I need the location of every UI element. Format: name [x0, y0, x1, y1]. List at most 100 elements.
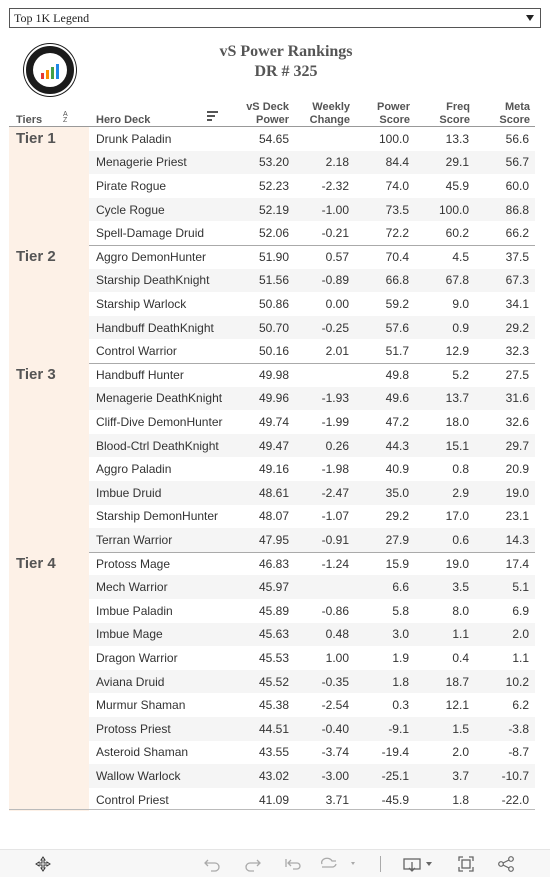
column-header-tiers[interactable]: Tiers	[16, 114, 43, 126]
cell-power-score: 35.0	[385, 485, 409, 500]
table-row[interactable]: Dragon Warrior 45.53 1.00 1.9 0.4 1.1	[89, 646, 535, 670]
table-row[interactable]: Aviana Druid 45.52 -0.35 1.8 18.7 10.2	[89, 669, 535, 694]
move-icon[interactable]	[34, 856, 52, 872]
cell-meta-score: 20.9	[505, 462, 529, 477]
table-row[interactable]: Imbue Paladin 45.89 -0.86 5.8 8.0 6.9	[89, 599, 535, 623]
cell-weekly-change: -1.93	[321, 391, 349, 406]
cell-meta-score: 34.1	[505, 296, 529, 311]
cell-meta-score: 32.3	[505, 344, 529, 359]
undo-icon[interactable]	[202, 856, 222, 872]
cell-freq-score: 18.0	[445, 414, 469, 429]
cell-meta-score: 2.0	[512, 627, 529, 642]
cell-freq-score: 8.0	[452, 603, 469, 618]
cell-freq-score: 0.4	[452, 650, 469, 665]
table-row[interactable]: Mech Warrior 45.97 6.6 3.5 5.1	[89, 575, 535, 599]
cell-freq-score: 45.9	[445, 178, 469, 193]
cell-freq-score: 2.0	[452, 745, 469, 760]
fullscreen-icon[interactable]	[456, 856, 476, 872]
table-row[interactable]: Starship DeathKnight 51.56 -0.89 66.8 67.8 67…	[89, 268, 535, 293]
cell-freq-score: 1.5	[452, 721, 469, 736]
table-row[interactable]: Pirate Rogue 52.23 -2.32 74.0 45.9 60.0	[89, 174, 535, 198]
column-header-freq-score[interactable]: Freq Score	[439, 101, 470, 126]
cell-meta-score: 6.2	[512, 698, 529, 713]
cell-freq-score: 0.6	[452, 532, 469, 547]
chevron-down-icon[interactable]	[526, 15, 534, 21]
table-row[interactable]: Murmur Shaman 45.38 -2.54 0.3 12.1 6.2	[89, 693, 535, 717]
cell-hero-deck: Aggro DemonHunter	[96, 249, 207, 264]
table-row[interactable]: Asteroid Shaman 43.55 -3.74 -19.4 2.0 -8.7	[89, 741, 535, 765]
legend-filter-dropdown[interactable]: Top 1K Legend	[9, 8, 541, 28]
column-header-meta-score[interactable]: Meta Score	[499, 101, 530, 126]
cell-meta-score: 23.1	[505, 509, 529, 524]
cell-vs-deck-power: 48.61	[258, 485, 289, 500]
refresh-icon[interactable]	[318, 856, 358, 872]
redo-icon[interactable]	[243, 856, 263, 872]
table-row[interactable]: Starship DemonHunter 48.07 -1.07 29.2 17.0 23…	[89, 505, 535, 529]
table-row[interactable]: Control Priest 41.09 3.71 -45.9 1.8 -22.0	[89, 788, 535, 812]
cell-weekly-change: 1.00	[325, 650, 349, 665]
table-row[interactable]: Control Warrior 50.16 2.01 51.7 12.9 32.3	[89, 339, 535, 363]
share-icon[interactable]	[496, 856, 516, 872]
cell-meta-score: 32.6	[505, 414, 529, 429]
cell-vs-deck-power: 41.09	[258, 792, 289, 807]
table-row[interactable]: Aggro DemonHunter 51.90 0.57 70.4 4.5 37.5	[89, 245, 535, 269]
cell-hero-deck: Cycle Rogue	[96, 202, 165, 217]
tier-label: Tier 3	[16, 366, 56, 383]
column-header-weekly-change[interactable]: Weekly Change	[309, 101, 350, 126]
table-row[interactable]: Handbuff DeathKnight 50.70 -0.25 57.6 0.9 29.…	[89, 315, 535, 340]
cell-meta-score: 56.7	[505, 155, 529, 170]
sort-icon[interactable]	[207, 111, 218, 121]
cell-weekly-change: -0.89	[321, 273, 349, 288]
revert-icon[interactable]	[283, 856, 303, 872]
cell-vs-deck-power: 48.07	[258, 509, 289, 524]
cell-meta-score: 37.5	[505, 249, 529, 264]
cell-meta-score: -3.8	[508, 721, 529, 736]
table-row[interactable]: Blood-Ctrl DeathKnight 49.47 0.26 44.3 15.1 2…	[89, 433, 535, 458]
tier-label: Tier 2	[16, 248, 56, 265]
cell-weekly-change: -1.07	[321, 509, 349, 524]
cell-weekly-change: -1.98	[321, 462, 349, 477]
table-row[interactable]: Wallow Warlock 43.02 -3.00 -25.1 3.7 -10.7	[89, 764, 535, 788]
column-header-vs-deck-power[interactable]: vS Deck Power	[246, 101, 289, 126]
cell-hero-deck: Imbue Mage	[96, 627, 163, 642]
table-row[interactable]: Terran Warrior 47.95 -0.91 27.9 0.6 14.3	[89, 528, 535, 552]
table-row[interactable]: Cycle Rogue 52.19 -1.00 73.5 100.0 86.8	[89, 197, 535, 222]
cell-hero-deck: Starship DeathKnight	[96, 273, 210, 288]
cell-power-score: 57.6	[385, 320, 409, 335]
cell-meta-score: 67.3	[505, 273, 529, 288]
column-header-power-score[interactable]: Power Score	[376, 101, 410, 126]
cell-meta-score: 14.3	[505, 532, 529, 547]
cell-hero-deck: Drunk Paladin	[96, 131, 172, 146]
table-row[interactable]: Imbue Druid 48.61 -2.47 35.0 2.9 19.0	[89, 481, 535, 505]
table-row[interactable]: Menagerie DeathKnight 49.96 -1.93 49.6 13.7 3…	[89, 386, 535, 411]
table-row[interactable]: Starship Warlock 50.86 0.00 59.2 9.0 34.1	[89, 292, 535, 316]
table-row[interactable]: Handbuff Hunter 49.98 49.8 5.2 27.5	[89, 363, 535, 387]
cell-power-score: 100.0	[378, 131, 409, 146]
table-row[interactable]: Protoss Priest 44.51 -0.40 -9.1 1.5 -3.8	[89, 717, 535, 741]
cell-power-score: 84.4	[385, 155, 409, 170]
page-subtitle: DR # 325	[254, 63, 318, 80]
header-divider	[9, 126, 535, 127]
cell-freq-score: 18.7	[445, 674, 469, 689]
cell-freq-score: 29.1	[445, 155, 469, 170]
cell-power-score: 0.3	[392, 698, 409, 713]
cell-vs-deck-power: 43.55	[258, 745, 289, 760]
cell-weekly-change: 0.26	[325, 438, 349, 453]
cell-meta-score: 5.1	[512, 580, 529, 595]
tier-divider	[9, 245, 535, 246]
table-row[interactable]: Drunk Paladin 54.65 100.0 13.3 56.6	[89, 127, 535, 151]
table-row[interactable]: Aggro Paladin 49.16 -1.98 40.9 0.8 20.9	[89, 457, 535, 481]
cell-weekly-change	[289, 127, 349, 151]
cell-power-score: 51.7	[385, 344, 409, 359]
table-row[interactable]: Imbue Mage 45.63 0.48 3.0 1.1 2.0	[89, 622, 535, 647]
cell-vs-deck-power: 49.96	[258, 391, 289, 406]
download-icon[interactable]	[402, 856, 436, 872]
table-row[interactable]: Spell-Damage Druid 52.06 -0.21 72.2 60.2 66.2	[89, 221, 535, 245]
table-row[interactable]: Protoss Mage 46.83 -1.24 15.9 19.0 17.4	[89, 552, 535, 576]
table-row[interactable]: Menagerie Priest 53.20 2.18 84.4 29.1 56.7	[89, 150, 535, 175]
column-header-hero-deck[interactable]: Hero Deck	[96, 114, 151, 126]
cell-hero-deck: Imbue Druid	[96, 485, 162, 500]
table-row[interactable]: Cliff-Dive DemonHunter 49.74 -1.99 47.2 18.0…	[89, 410, 535, 434]
cell-weekly-change: -0.35	[321, 674, 349, 689]
